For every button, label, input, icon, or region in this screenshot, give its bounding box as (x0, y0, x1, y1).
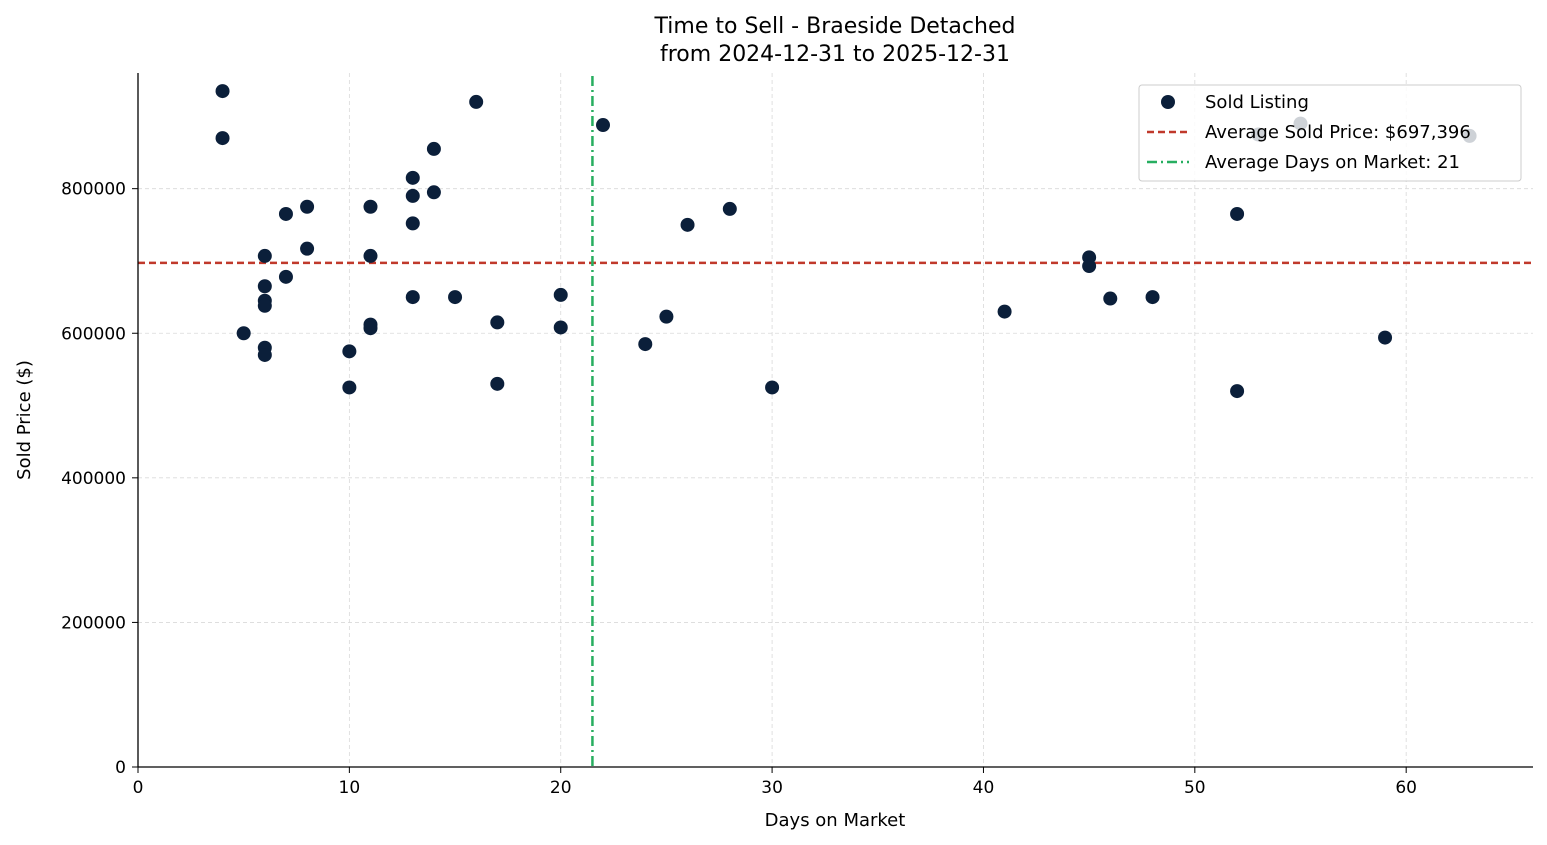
y-axis-label: Sold Price ($) (14, 360, 35, 480)
data-point (426, 185, 441, 200)
y-tick-label: 800000 (61, 180, 126, 200)
y-tick-label: 400000 (61, 469, 126, 489)
data-point (300, 199, 315, 214)
chart-subtitle: from 2024-12-31 to 2025-12-31 (660, 42, 1010, 67)
data-point (363, 248, 378, 263)
data-point (257, 298, 272, 313)
data-point (659, 309, 674, 324)
legend-box (1138, 84, 1522, 182)
data-point (405, 188, 420, 203)
data-point (997, 304, 1012, 319)
data-point (342, 380, 357, 395)
data-point (278, 269, 293, 284)
x-tick-label: 10 (339, 778, 361, 798)
legend: Sold Listing Average Sold Price: $697,39… (1138, 84, 1522, 182)
data-point (553, 287, 568, 302)
data-point (469, 94, 484, 109)
data-point (680, 217, 695, 232)
data-point (257, 279, 272, 294)
data-point (1230, 206, 1245, 221)
y-tick-label: 600000 (61, 324, 126, 344)
data-point (426, 141, 441, 156)
data-point (1082, 259, 1097, 274)
data-point (1103, 291, 1118, 306)
data-point (215, 131, 230, 146)
legend-label-average-price: Average Sold Price: $697,396 (1205, 122, 1471, 143)
y-tick-label: 0 (115, 758, 126, 778)
data-point (638, 337, 653, 352)
data-point (215, 84, 230, 99)
data-point (300, 241, 315, 256)
data-point (257, 347, 272, 362)
x-tick-label: 40 (973, 778, 995, 798)
data-point (257, 248, 272, 263)
x-tick-label: 30 (761, 778, 783, 798)
legend-marker-sold-listing (1161, 95, 1175, 109)
data-point (490, 315, 505, 330)
data-point (1230, 384, 1245, 399)
x-axis-label: Days on Market (765, 810, 906, 831)
data-point (490, 376, 505, 391)
data-point (405, 216, 420, 231)
x-tick-label: 0 (133, 778, 144, 798)
data-point (722, 201, 737, 216)
tick-labels: 0 10 20 30 40 50 60 0 200000 400000 600000 800000 (61, 180, 1417, 798)
data-point (1145, 290, 1160, 305)
data-point (342, 344, 357, 359)
data-point (405, 290, 420, 305)
data-point (448, 290, 463, 305)
data-point (596, 118, 610, 133)
data-point (553, 320, 568, 335)
data-point (236, 326, 251, 341)
x-tick-label: 50 (1184, 778, 1206, 798)
data-point (278, 206, 293, 221)
data-point (1378, 330, 1393, 345)
data-point (363, 321, 378, 336)
data-point (765, 380, 780, 395)
data-point (405, 170, 420, 185)
x-tick-label: 60 (1395, 778, 1417, 798)
y-tick-label: 200000 (61, 613, 126, 633)
legend-label-average-days: Average Days on Market: 21 (1205, 152, 1460, 173)
x-tick-label: 20 (550, 778, 572, 798)
legend-label-sold-listing: Sold Listing (1205, 92, 1309, 113)
data-point (363, 199, 378, 214)
chart-title: Time to Sell - Braeside Detached (654, 14, 1016, 39)
